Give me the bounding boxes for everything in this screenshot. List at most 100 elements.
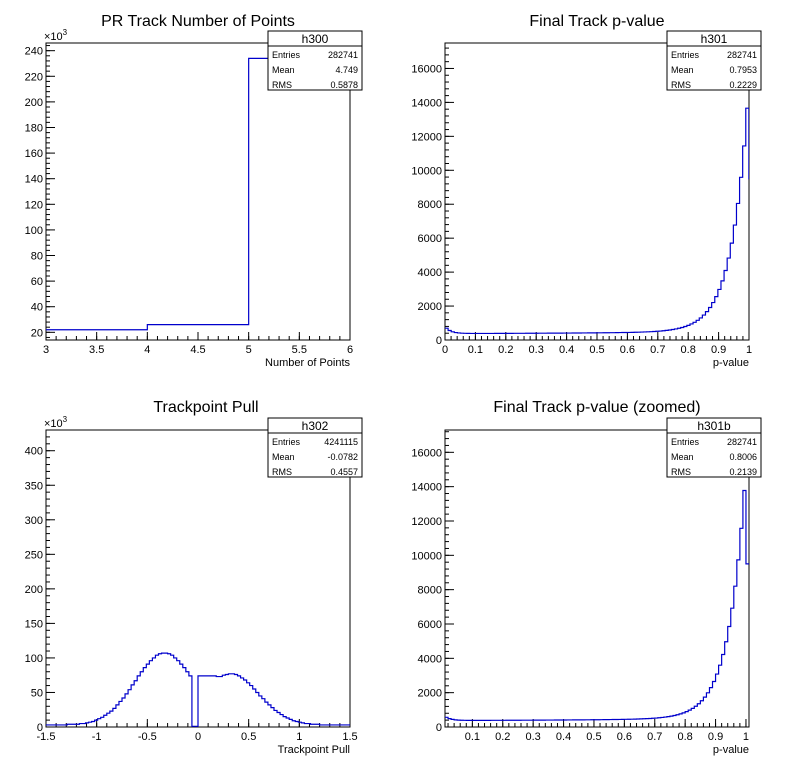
y-tick-label: 180	[25, 122, 43, 134]
chart-title: Final Track p-value	[529, 13, 664, 30]
x-tick-label: 0.5	[586, 731, 601, 743]
stats-box-name: h300	[302, 32, 329, 46]
x-tick-label: 0.2	[495, 731, 510, 743]
stats-box-frame	[267, 30, 363, 91]
histogram-line	[445, 489, 749, 721]
stats-value-mean: -0.0782	[327, 452, 358, 462]
x-tick-label: 0.8	[678, 731, 693, 743]
x-tick-label: 0.6	[620, 344, 635, 356]
x-tick-label: 0.3	[526, 731, 541, 743]
chart-title: Final Track p-value (zoomed)	[493, 399, 700, 416]
x-axis-label: p-value	[713, 357, 749, 369]
x-tick-label: 3.5	[89, 344, 104, 356]
stats-label-mean: Mean	[272, 452, 295, 462]
stats-label-mean: Mean	[272, 65, 295, 75]
stats-value-mean: 4.749	[335, 65, 358, 75]
y-tick-label: 220	[25, 71, 43, 83]
y-multiplier-exponent: 3	[63, 28, 68, 37]
histogram-panel-h301b: Final Track p-value (zoomed) 0.1 0.2 0.3 0.4…	[411, 399, 762, 756]
x-axis-label: Trackpoint Pull	[278, 744, 350, 756]
stats-box-frame	[666, 30, 762, 91]
x-tick-label: 1	[746, 344, 752, 356]
y-tick-label: 80	[31, 251, 43, 263]
x-tick-label: 3	[43, 344, 49, 356]
stats-label-rms: RMS	[671, 467, 691, 477]
y-tick-label: 2000	[418, 688, 442, 700]
y-tick-label: 8000	[418, 585, 442, 597]
x-tick-label: -0.5	[138, 731, 157, 743]
y-tick-label: 14000	[411, 482, 442, 494]
histogram-panel-h302: Trackpoint Pull -1.5 -1 -0.5 0 0.5 1 1.5 0 50 100 1…	[25, 399, 363, 756]
y-tick-label: 4000	[418, 267, 442, 279]
y-tick-label: 14000	[411, 97, 442, 109]
stats-label-rms: RMS	[272, 467, 292, 477]
x-tick-label: 0.7	[647, 731, 662, 743]
x-tick-label: 0.5	[241, 731, 256, 743]
stats-box-name: h301b	[697, 419, 731, 433]
stats-label-mean: Mean	[671, 452, 694, 462]
y-tick-label: 200	[25, 584, 43, 596]
y-tick-label: 20	[31, 327, 43, 339]
x-tick-label: 0.3	[529, 344, 544, 356]
x-tick-label: 0.9	[708, 731, 723, 743]
x-tick-label: -1	[92, 731, 102, 743]
stats-label-rms: RMS	[272, 80, 292, 90]
y-tick-label: 8000	[418, 199, 442, 211]
stats-value-rms: 0.4557	[330, 467, 358, 477]
stats-value-entries: 282741	[727, 437, 757, 447]
stats-value-mean: 0.7953	[729, 65, 757, 75]
x-tick-label: 0.1	[468, 344, 483, 356]
stats-box-frame	[666, 417, 762, 478]
x-tick-label: 0.4	[556, 731, 571, 743]
x-tick-label: 0.4	[559, 344, 574, 356]
y-tick-label: 60	[31, 276, 43, 288]
histogram-panel-h301: Final Track p-value 0 0.1 0.2 0.3 0.4 0.5 0.6 0.…	[411, 13, 762, 369]
x-tick-label: 0	[195, 731, 201, 743]
y-tick-label: 100	[25, 653, 43, 665]
y-tick-label: 16000	[411, 63, 442, 75]
y-tick-label: 250	[25, 549, 43, 561]
y-tick-label: 40	[31, 302, 43, 314]
stats-value-rms: 0.5878	[330, 80, 358, 90]
x-tick-label: 0.2	[498, 344, 513, 356]
stats-box-name: h301	[701, 32, 728, 46]
x-tick-label: 0.5	[589, 344, 604, 356]
plot-frame	[444, 429, 750, 728]
y-tick-label: 400	[25, 446, 43, 458]
chart-title: PR Track Number of Points	[101, 13, 295, 30]
stats-value-entries: 282741	[727, 50, 757, 60]
histogram-line	[46, 57, 350, 331]
y-tick-label: 150	[25, 618, 43, 630]
x-tick-label: 0.9	[711, 344, 726, 356]
stats-value-rms: 0.2139	[729, 467, 757, 477]
x-tick-label: 0.6	[617, 731, 632, 743]
x-axis-label: p-value	[713, 744, 749, 756]
y-tick-label: 300	[25, 515, 43, 527]
stats-value-mean: 0.8006	[729, 452, 757, 462]
x-tick-label: 0.7	[650, 344, 665, 356]
y-tick-label: 12000	[411, 516, 442, 528]
x-tick-label: 1.5	[342, 731, 357, 743]
y-tick-label: 6000	[418, 233, 442, 245]
y-tick-label: 0	[436, 722, 442, 734]
stats-label-entries: Entries	[272, 50, 301, 60]
x-tick-label: 5.5	[292, 344, 307, 356]
stats-box-name: h302	[302, 419, 329, 433]
stats-value-entries: 4241115	[324, 437, 358, 447]
x-tick-label: -1.5	[37, 731, 56, 743]
x-tick-label: 5	[246, 344, 252, 356]
x-tick-label: 4	[144, 344, 150, 356]
y-tick-label: 350	[25, 480, 43, 492]
x-tick-label: 4.5	[190, 344, 205, 356]
x-tick-label: 0.1	[465, 731, 480, 743]
x-axis-label: Number of Points	[265, 357, 350, 369]
y-tick-label: 200	[25, 97, 43, 109]
x-tick-label: 0.8	[681, 344, 696, 356]
x-tick-label: 6	[347, 344, 353, 356]
chart-title: Trackpoint Pull	[153, 399, 258, 416]
y-tick-label: 50	[31, 687, 43, 699]
y-tick-label: 0	[436, 335, 442, 347]
